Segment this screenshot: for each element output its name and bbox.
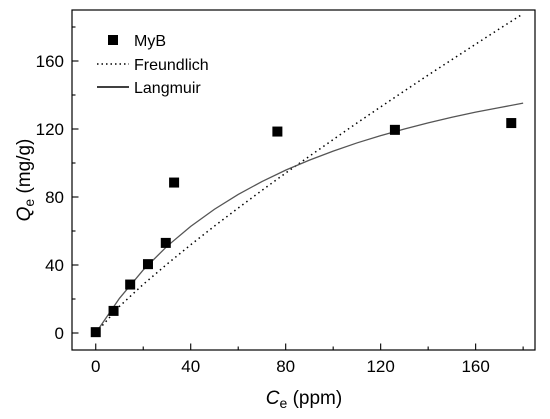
data-point-myb — [160, 237, 171, 248]
data-point-myb — [169, 177, 180, 188]
legend-marker-myb — [108, 35, 118, 45]
data-point-myb — [108, 305, 119, 316]
y-axis-label-main: Q — [14, 206, 35, 221]
data-point-myb — [142, 259, 153, 270]
legend-label-myb: MyB — [134, 33, 166, 50]
legend-label-langmuir: Langmuir — [134, 80, 201, 97]
y-axis-label: Qe (mg/g) — [14, 139, 37, 222]
x-tick-label: 40 — [181, 357, 200, 376]
y-tick-label: 160 — [36, 52, 64, 71]
x-axis-label-rest: (ppm) — [287, 388, 342, 409]
x-tick-label: 80 — [276, 357, 295, 376]
x-axis-label-main: C — [266, 388, 280, 409]
data-point-myb — [389, 124, 400, 135]
axis-ticks: 0 40 80 120 160 0 40 80 120 160 — [36, 26, 524, 376]
series-layer — [90, 13, 524, 338]
y-axis-label-sub: e — [21, 199, 37, 207]
series-line-langmuir — [95, 102, 524, 334]
y-tick-label: 80 — [45, 188, 64, 207]
data-point-myb — [125, 279, 136, 290]
x-tick-label: 0 — [91, 357, 100, 376]
data-point-myb — [272, 126, 283, 137]
x-tick-label: 160 — [461, 357, 489, 376]
y-tick-label: 120 — [36, 120, 64, 139]
legend: MyB Freundlich Langmuir — [97, 33, 209, 97]
y-tick-label: 0 — [55, 324, 64, 343]
data-point-myb — [90, 327, 101, 338]
x-axis-label: Ce (ppm) — [266, 388, 342, 411]
x-axis-label-sub: e — [280, 395, 288, 411]
series-line-freundlich — [95, 13, 524, 334]
data-point-myb — [506, 118, 517, 129]
y-tick-label: 40 — [45, 256, 64, 275]
x-tick-label: 120 — [366, 357, 394, 376]
plot-frame — [71, 9, 536, 351]
legend-label-freundlich: Freundlich — [134, 57, 209, 74]
y-axis-label-rest: (mg/g) — [14, 139, 35, 199]
